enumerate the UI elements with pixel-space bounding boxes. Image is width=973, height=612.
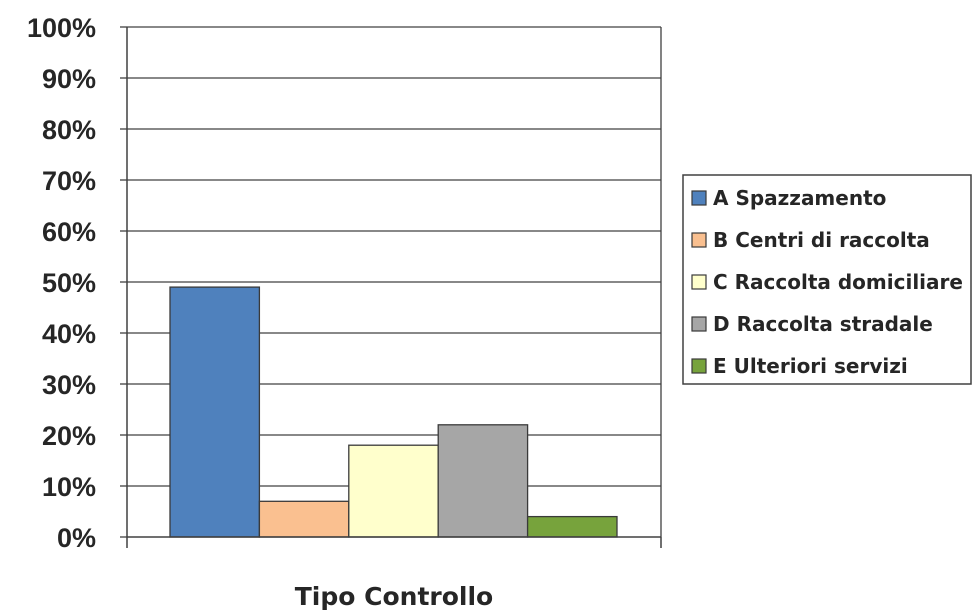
legend-label: A Spazzamento xyxy=(713,186,886,210)
y-tick-label: 80% xyxy=(42,115,96,145)
bar xyxy=(437,424,529,538)
legend-swatch xyxy=(691,358,707,374)
y-tick-label: 40% xyxy=(42,319,96,349)
bar xyxy=(258,500,350,538)
legend-box xyxy=(682,174,972,385)
legend-label: B Centri di raccolta xyxy=(713,228,930,252)
y-tick-label: 20% xyxy=(42,421,96,451)
y-tick-label: 100% xyxy=(27,13,96,43)
legend-swatch xyxy=(691,274,707,290)
legend-swatch xyxy=(691,190,707,206)
y-tick-label: 70% xyxy=(42,166,96,196)
y-tick-label: 90% xyxy=(42,64,96,94)
legend-label: D Raccolta stradale xyxy=(713,312,933,336)
bars xyxy=(169,286,618,538)
legend: A Spazzamento B Centri di raccolta C Racco… xyxy=(682,174,972,385)
legend-swatch xyxy=(691,316,707,332)
y-tick-label: 60% xyxy=(42,217,96,247)
y-tick-label: 0% xyxy=(57,523,96,553)
legend-label: E Ulteriori servizi xyxy=(713,354,908,378)
axes xyxy=(126,27,662,548)
y-tick-label: 10% xyxy=(42,472,96,502)
x-axis-label: Tipo Controllo xyxy=(295,582,494,611)
bar xyxy=(348,444,439,538)
y-tick-label: 50% xyxy=(42,268,96,298)
bar xyxy=(169,286,261,538)
y-tick-label: 30% xyxy=(42,370,96,400)
y-axis-tick-labels: 0% 10% 20% 30% 40% 50% 60% 70% 80% 90% 100% xyxy=(27,13,96,553)
bar xyxy=(526,515,618,538)
legend-label: C Raccolta domiciliare xyxy=(713,270,963,294)
legend-swatch xyxy=(691,232,707,248)
